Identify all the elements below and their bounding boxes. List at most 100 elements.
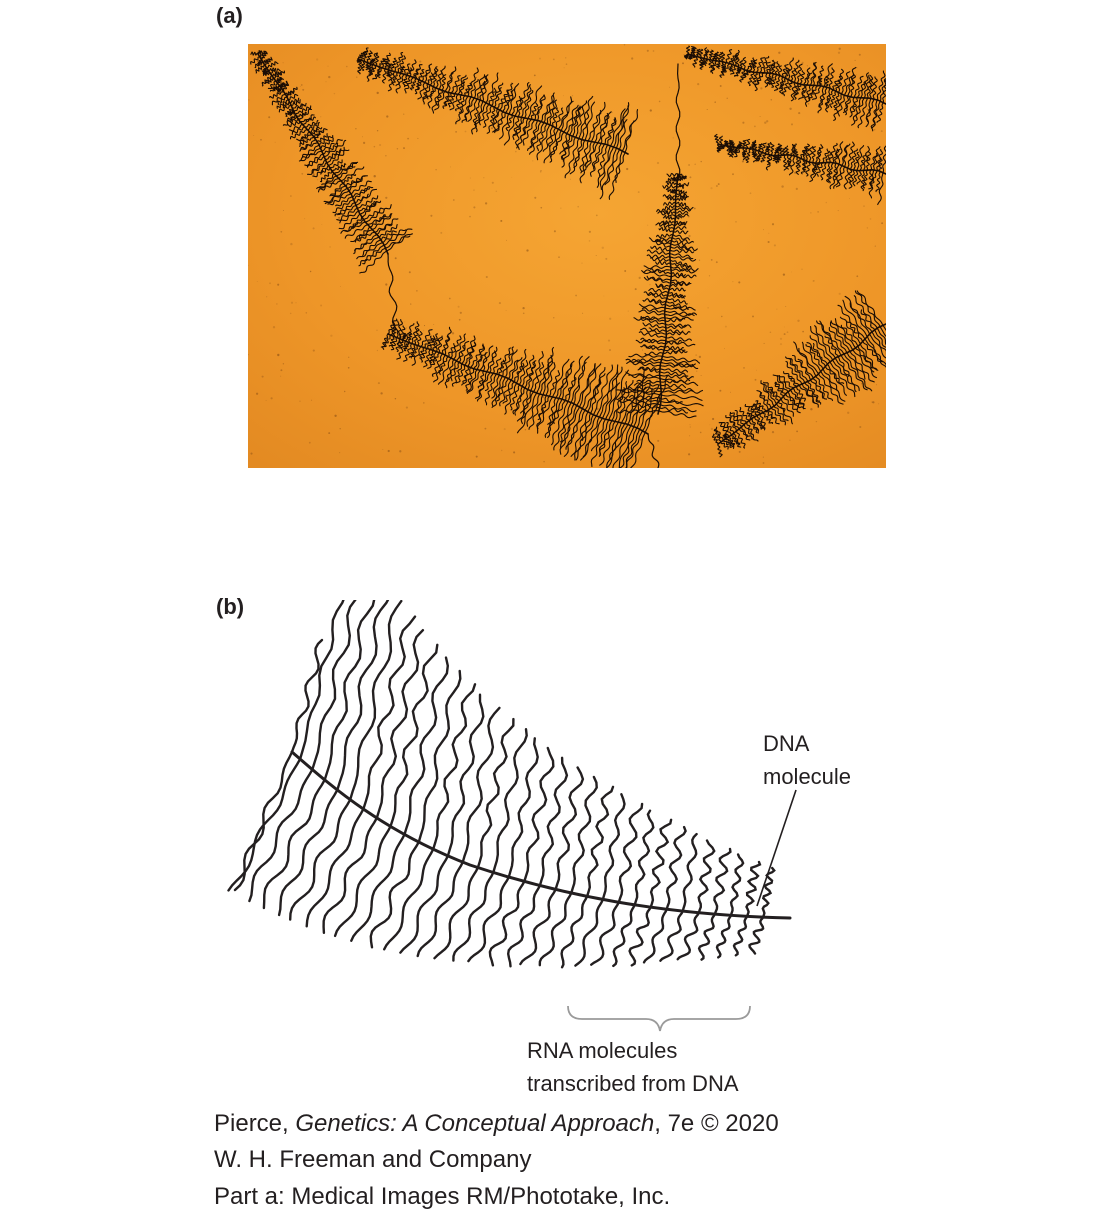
rna-fibril <box>482 351 488 372</box>
speckle-dot <box>779 337 783 340</box>
rna-fibril <box>443 90 450 106</box>
rna-fibril <box>780 398 794 417</box>
rna-strand-lower <box>452 871 495 962</box>
rna-fibril <box>465 366 476 391</box>
rna-fibril <box>849 95 856 118</box>
speckle-dot <box>817 211 819 213</box>
rna-fibril <box>766 146 771 154</box>
rna-fibril <box>516 389 535 422</box>
speckle-dot <box>385 155 387 157</box>
rna-fibril <box>879 78 886 103</box>
rna-fibril <box>294 104 307 112</box>
rna-fibril <box>799 146 807 160</box>
rna-fibril <box>804 381 822 405</box>
rna-fibril <box>518 97 524 117</box>
rna-fibril <box>744 403 756 419</box>
speckle-dot <box>669 86 671 88</box>
rna-fibril <box>471 344 485 367</box>
rna-fibril <box>581 109 590 139</box>
rna-fibril <box>639 327 666 335</box>
speckle-dot <box>316 58 319 61</box>
speckle-dot <box>511 176 513 178</box>
speckle-dot <box>389 50 390 52</box>
speckle-dot <box>563 95 564 97</box>
rna-strand-lower <box>715 914 733 959</box>
rna-fibril <box>502 381 515 404</box>
rna-bracket <box>567 1005 751 1032</box>
rna-fibril <box>536 396 553 434</box>
rna-fibril <box>756 56 765 73</box>
rna-fibril <box>696 48 701 57</box>
rna-fibril <box>336 207 359 221</box>
rna-fibril <box>864 338 886 366</box>
rna-fibril <box>434 89 447 111</box>
rna-fibril <box>664 323 692 328</box>
rna-fibril <box>811 375 828 400</box>
rna-strand-lower <box>538 891 573 967</box>
rna-fibril <box>315 133 328 144</box>
rna-fibril <box>878 158 883 174</box>
rna-fibril <box>702 58 708 67</box>
speckle-dot <box>253 135 255 136</box>
speckle-dot <box>881 222 884 225</box>
speckle-dot <box>269 282 271 285</box>
rna-fibril <box>366 50 374 63</box>
rna-fibril <box>623 384 642 426</box>
rna-fibril <box>655 222 675 229</box>
rna-fibril <box>835 166 846 188</box>
speckle-dot <box>484 427 487 430</box>
rna-fibril <box>491 375 500 399</box>
speckle-dot <box>874 245 876 247</box>
rna-fibril <box>364 207 385 220</box>
rna-fibril <box>527 361 536 389</box>
dna-fiber <box>647 433 660 468</box>
rna-fibril <box>738 141 743 149</box>
rna-fibril <box>539 95 554 124</box>
rna-fibril <box>278 104 292 113</box>
speckle-dot <box>730 391 731 393</box>
rna-fibril <box>762 61 771 74</box>
rna-fibril <box>550 131 565 158</box>
speckle-dot <box>812 280 814 282</box>
speckle-dot <box>765 144 768 147</box>
speckle-dot <box>763 229 765 231</box>
speckle-dot <box>495 190 498 193</box>
rna-fibril <box>741 426 751 441</box>
speckle-dot <box>320 304 323 307</box>
rna-fibril <box>564 136 581 179</box>
rna-fibril <box>298 150 322 162</box>
rna-fibril <box>409 59 417 78</box>
speckle-dot <box>603 295 605 297</box>
speckle-dot <box>301 84 303 86</box>
speckle-dot <box>302 88 305 91</box>
rna-fibril <box>498 111 511 140</box>
speckle-dot <box>623 44 626 46</box>
rna-fibril <box>784 67 790 80</box>
rna-fibril <box>860 72 870 99</box>
rna-fibril <box>762 411 774 425</box>
rna-fibril <box>581 411 592 441</box>
rna-fibril <box>259 50 267 58</box>
rna-fibril <box>290 99 301 106</box>
rna-fibril <box>666 172 679 178</box>
rna-fibril <box>412 64 423 79</box>
rna-fibril <box>638 303 668 310</box>
rna-fibril <box>669 272 686 278</box>
rna-fibril <box>369 58 376 64</box>
rna-fibril <box>656 233 674 239</box>
speckle-dot <box>270 397 273 400</box>
rna-fibril <box>608 151 623 200</box>
rna-fibril <box>618 427 634 468</box>
rna-fibril <box>509 357 523 382</box>
rna-fibril <box>597 145 608 177</box>
rna-fibril <box>662 194 677 199</box>
rna-fibril <box>798 83 808 100</box>
rna-fibril <box>672 234 690 241</box>
speckle-dot <box>419 60 422 63</box>
speckle-dot <box>433 324 435 326</box>
micrograph-speckle <box>248 44 884 464</box>
rna-fibril <box>809 160 817 183</box>
rna-fibril <box>548 127 556 148</box>
rna-fibril <box>344 223 370 239</box>
rna-fibril <box>859 342 879 371</box>
